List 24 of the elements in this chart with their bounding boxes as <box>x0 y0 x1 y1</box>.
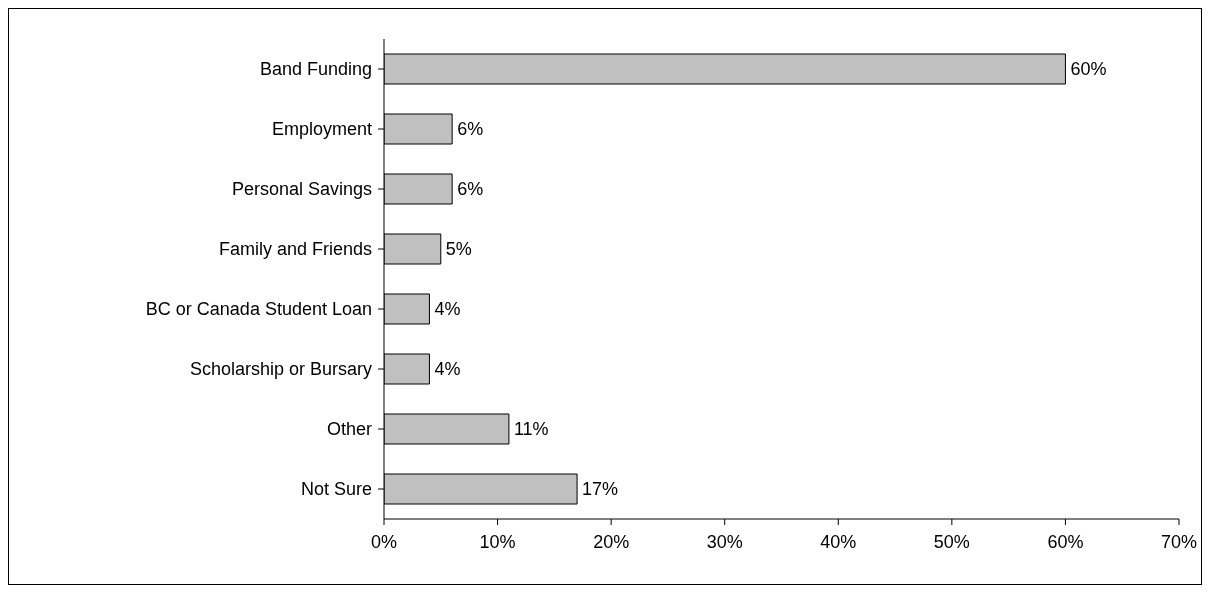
y-tick-label: BC or Canada Student Loan <box>145 299 372 320</box>
data-label: 6% <box>457 179 484 200</box>
data-label: 4% <box>434 299 461 320</box>
x-tick-label: 50% <box>933 531 970 552</box>
data-label: 6% <box>457 119 484 140</box>
y-tick-label: Employment <box>271 119 372 140</box>
x-tick-label: 70% <box>1160 531 1198 552</box>
data-label: 4% <box>434 359 461 380</box>
y-tick-label: Personal Savings <box>231 179 372 200</box>
data-label: 11% <box>513 419 549 440</box>
x-tick-label: 30% <box>706 531 743 552</box>
y-tick-label: Other <box>326 419 372 440</box>
y-tick-label: Not Sure <box>300 479 372 500</box>
data-label: 17% <box>582 479 619 500</box>
x-tick-label: 10% <box>479 531 516 552</box>
y-tick-label: Family and Friends <box>218 239 372 260</box>
y-tick-label: Scholarship or Bursary <box>189 359 372 380</box>
data-label: 60% <box>1070 59 1107 80</box>
x-tick-label: 40% <box>820 531 857 552</box>
x-tick-label: 0% <box>370 531 398 552</box>
data-label: 5% <box>445 239 472 260</box>
y-tick-label: Band Funding <box>259 59 372 80</box>
x-tick-label: 20% <box>593 531 630 552</box>
x-tick-label: 60% <box>1047 531 1084 552</box>
